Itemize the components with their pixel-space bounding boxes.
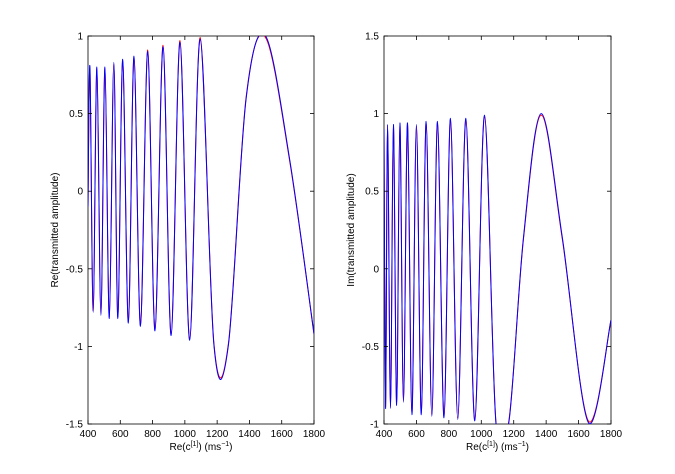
y-tick-label: -0.5 bbox=[66, 264, 84, 275]
right-chart-panel: 400 600 800 1000 1200 1400 1600 1800 1.5 1 0.5 0 -0.… bbox=[346, 32, 623, 454]
y-tick-label: 1 bbox=[373, 109, 379, 120]
y-tick-label: 1 bbox=[77, 32, 83, 43]
y-tick-label: 1.5 bbox=[365, 32, 379, 43]
series-line-0 bbox=[88, 36, 314, 380]
x-tick-label: 1000 bbox=[174, 429, 197, 440]
y-tick-label: -1 bbox=[74, 342, 83, 353]
x-tick-label: 1400 bbox=[238, 429, 261, 440]
y-axis-label: Re(transmitted amplitude) bbox=[50, 172, 61, 287]
plot-frame bbox=[383, 35, 612, 425]
y-tick-label: -1.5 bbox=[66, 420, 84, 431]
x-tick-label: 600 bbox=[408, 429, 425, 440]
x-axis-label: Re(c[1]) (ms−1) bbox=[169, 441, 232, 453]
y-tick-label: 0 bbox=[77, 187, 83, 198]
y-tick-label: 0.5 bbox=[69, 109, 83, 120]
y-tick-label: 0 bbox=[373, 264, 379, 275]
x-axis-label: Re(c[1]) (ms−1) bbox=[466, 441, 529, 453]
x-tick-label: 1000 bbox=[470, 429, 493, 440]
x-tick-label: 1800 bbox=[600, 429, 623, 440]
y-tick-label: -1 bbox=[370, 420, 379, 431]
x-tick-label: 1400 bbox=[535, 429, 558, 440]
y-tick-label: -0.5 bbox=[362, 342, 380, 353]
x-tick-label: 1200 bbox=[206, 429, 229, 440]
y-axis-label: Im(transmitted amplitude) bbox=[346, 173, 357, 286]
x-tick-label: 1200 bbox=[503, 429, 526, 440]
x-tick-label: 1800 bbox=[303, 429, 326, 440]
x-tick-label: 400 bbox=[80, 429, 97, 440]
x-tick-label: 1600 bbox=[567, 429, 590, 440]
series-line-0 bbox=[384, 113, 611, 424]
left-chart-panel: 400 600 800 1000 1200 1400 1600 1800 1 0.5 0 -0.5 -1… bbox=[50, 32, 326, 454]
x-tick-label: 800 bbox=[144, 429, 161, 440]
x-tick-label: 800 bbox=[441, 429, 458, 440]
x-tick-label: 600 bbox=[112, 429, 129, 440]
x-tick-label: 400 bbox=[376, 429, 393, 440]
x-tick-label: 1600 bbox=[271, 429, 294, 440]
y-tick-label: 0.5 bbox=[365, 187, 379, 198]
